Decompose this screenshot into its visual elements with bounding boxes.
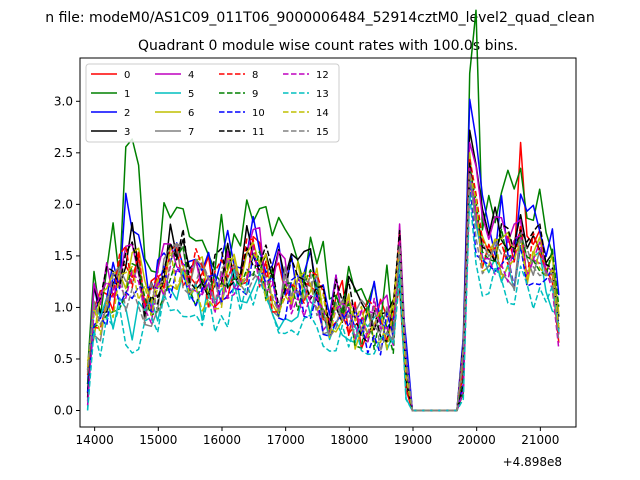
legend-label-10: 10 (252, 108, 265, 119)
x-tick-label: 19000 (394, 433, 432, 447)
legend-label-8: 8 (252, 70, 258, 81)
legend-label-0: 0 (124, 70, 130, 81)
x-tick-label: 14000 (76, 433, 114, 447)
legend-frame (85, 63, 340, 143)
series-line-9 (86, 167, 560, 412)
x-tick-label: 21000 (521, 433, 559, 447)
x-tick-label: 20000 (458, 433, 496, 447)
series-line-1 (86, 9, 560, 412)
legend-label-12: 12 (316, 70, 329, 81)
y-tick-label: 0.0 (54, 404, 73, 418)
legend-label-14: 14 (316, 108, 329, 119)
y-tick-label: 1.0 (54, 300, 73, 314)
x-tick-label: 15000 (139, 433, 177, 447)
legend-label-13: 13 (316, 89, 329, 100)
figure-suptitle: n file: modeM0/AS1C09_011T06_9000006484_… (45, 10, 594, 26)
legend-label-11: 11 (252, 127, 265, 138)
y-tick-label: 0.5 (54, 352, 73, 366)
series-line-15 (86, 172, 560, 412)
legend-label-7: 7 (188, 127, 194, 138)
axes-frame (79, 57, 577, 428)
legend-label-1: 1 (124, 89, 130, 100)
plot-area: 14000 15000 16000 17000 18000 19000 20000 21000… (54, 9, 577, 447)
x-offset-label: +4.898e8 (503, 455, 562, 469)
legend-label-6: 6 (188, 108, 194, 119)
x-tick-label: 16000 (203, 433, 241, 447)
series-layer (86, 9, 560, 412)
legend-label-5: 5 (188, 89, 194, 100)
chart-title: Quadrant 0 module wise count rates with … (138, 38, 518, 54)
legend-label-2: 2 (124, 108, 130, 119)
y-tick-label: 2.5 (54, 146, 73, 160)
y-tick-label: 2.0 (54, 197, 73, 211)
y-axis: 0.0 0.5 1.0 1.5 2.0 2.5 3.0 (54, 94, 80, 418)
legend-label-15: 15 (316, 127, 329, 138)
series-line-14 (86, 172, 560, 412)
series-line-8 (86, 157, 560, 412)
legend-label-4: 4 (188, 70, 194, 81)
x-tick-label: 17000 (267, 433, 305, 447)
x-tick-label: 18000 (330, 433, 368, 447)
y-tick-label: 1.5 (54, 249, 73, 263)
series-line-11 (86, 162, 560, 412)
y-tick-label: 3.0 (54, 94, 73, 108)
x-axis: 14000 15000 16000 17000 18000 19000 20000 21000 (76, 427, 559, 447)
legend-label-9: 9 (252, 89, 258, 100)
series-line-13 (86, 193, 560, 412)
legend-label-3: 3 (124, 127, 130, 138)
